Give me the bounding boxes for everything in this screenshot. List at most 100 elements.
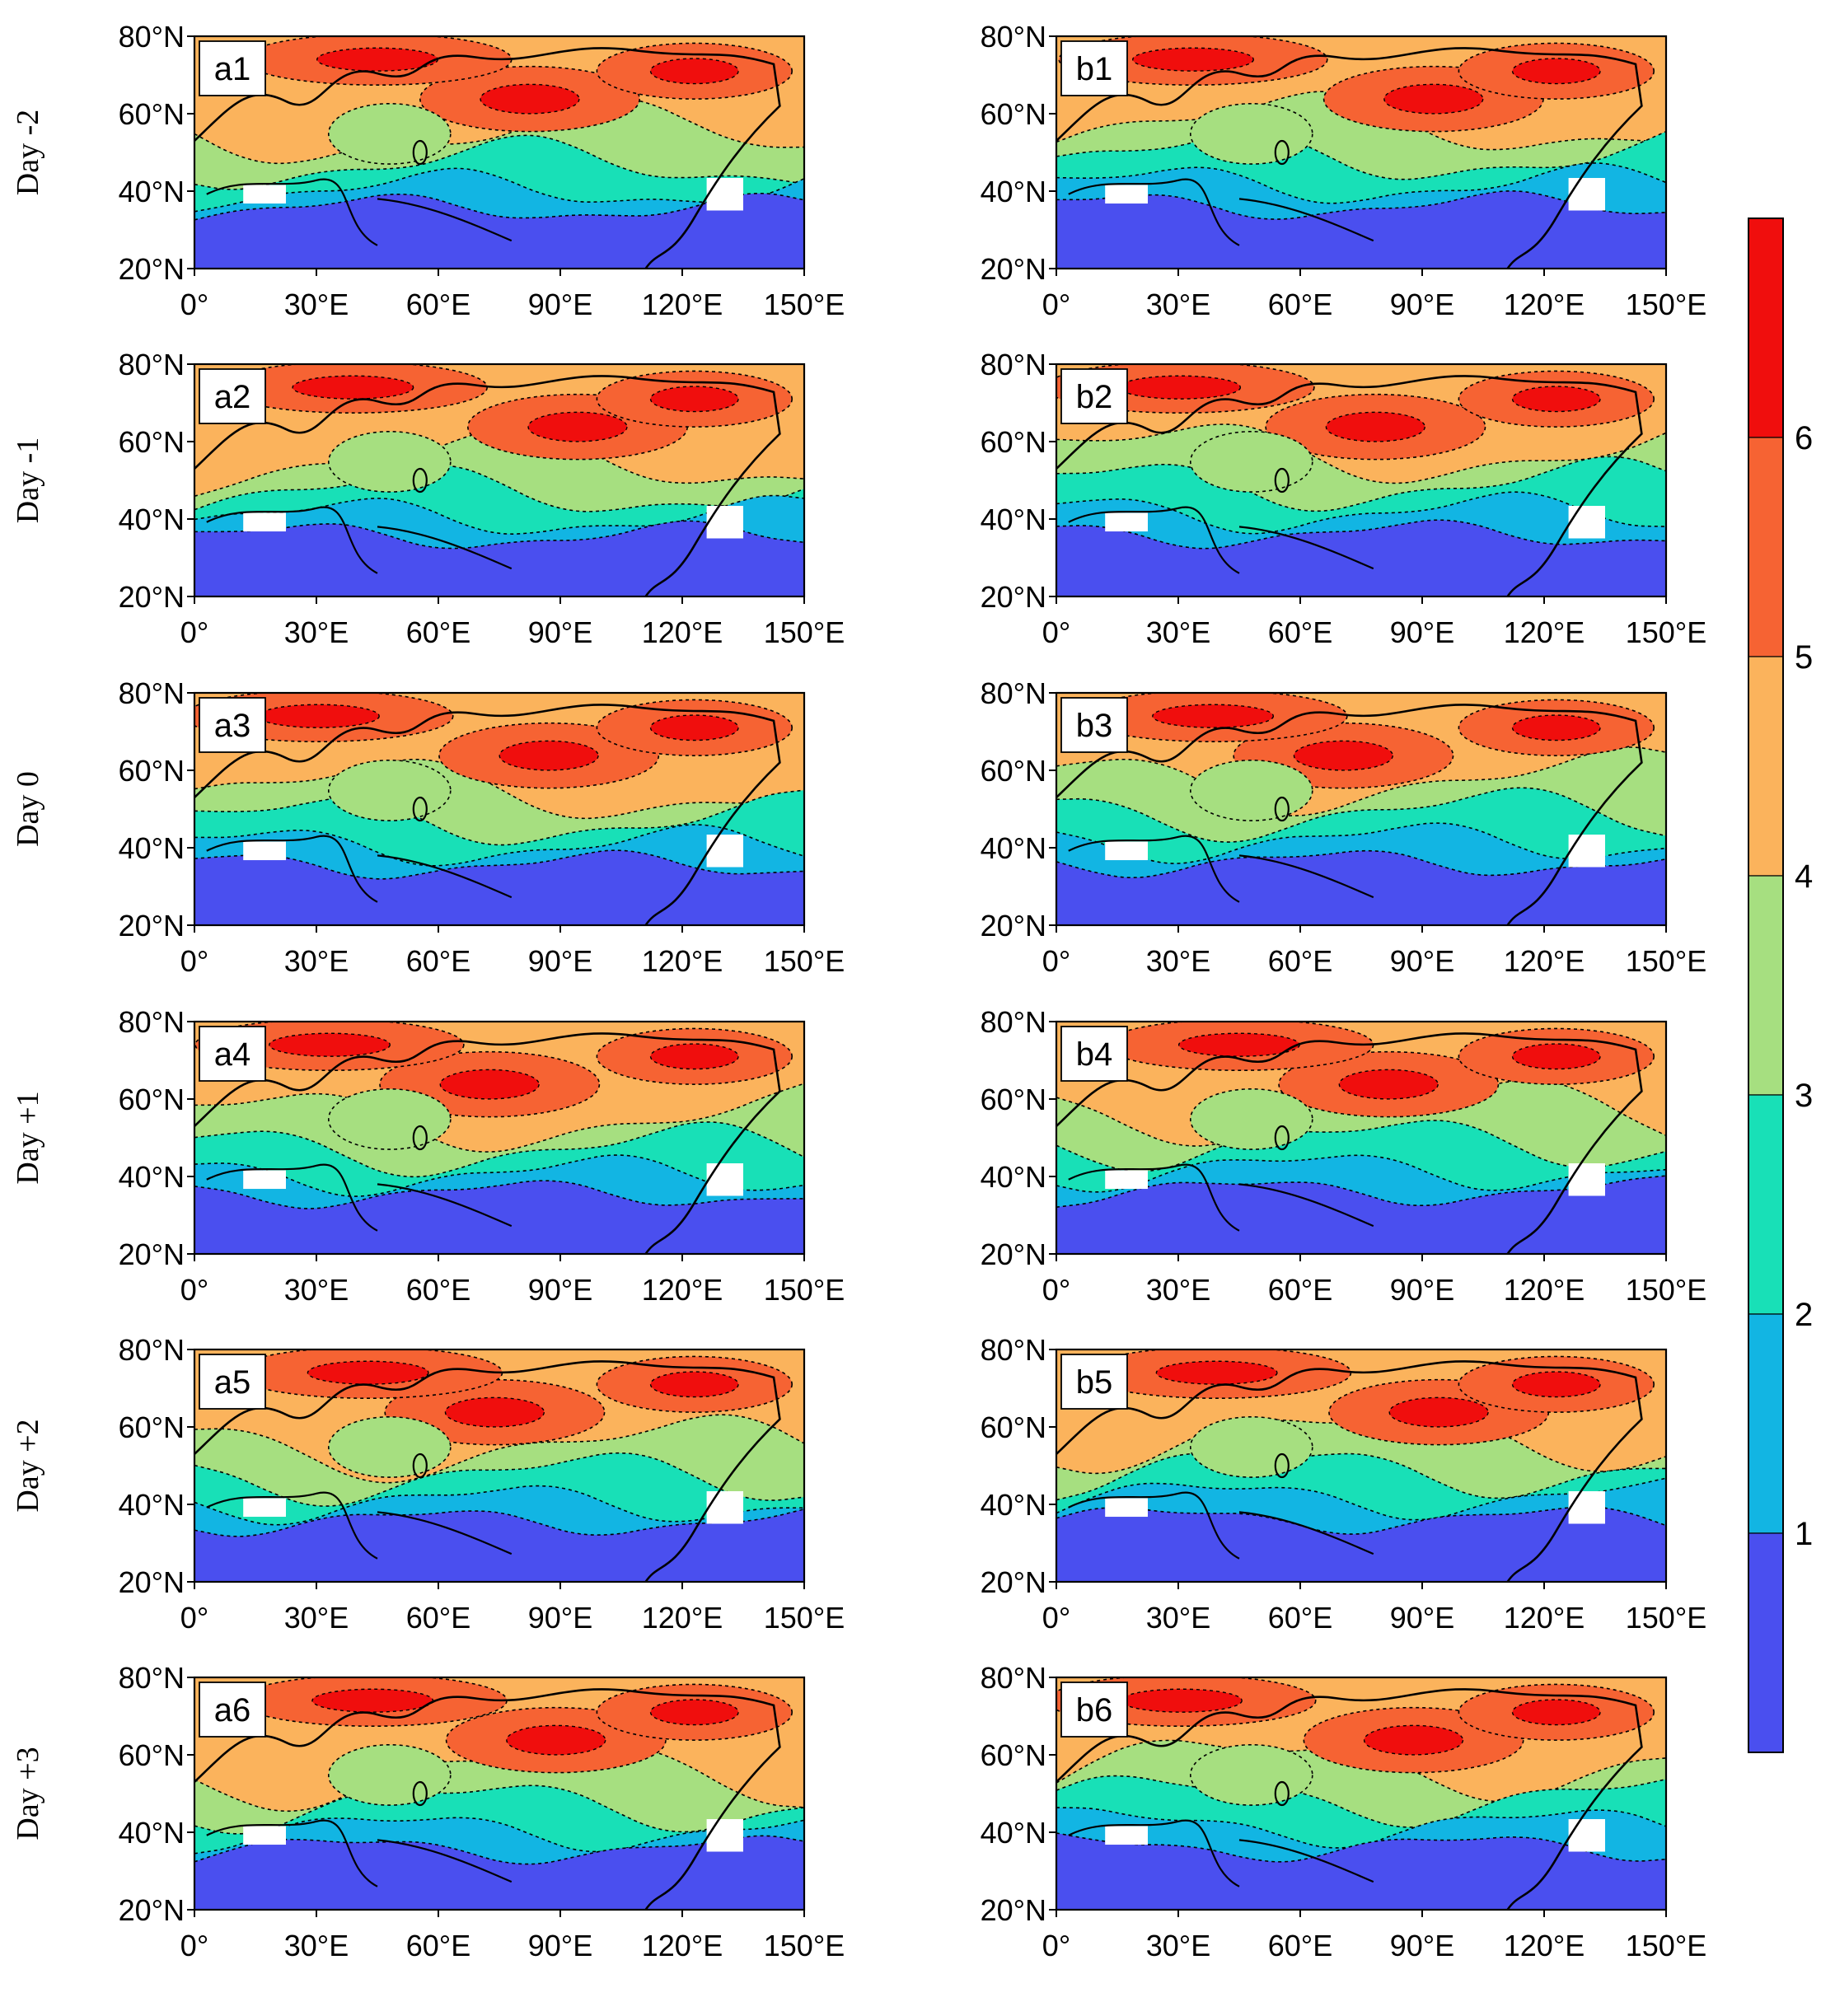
lon-tick-60e: 60°E xyxy=(406,288,470,321)
field-level-6-plus xyxy=(1325,411,1425,442)
field-level-6-plus xyxy=(1511,58,1601,85)
map-frame xyxy=(1055,1676,1668,1911)
field-level-0-1 xyxy=(194,1508,804,1582)
missing-data-patch xyxy=(706,1491,743,1524)
contour-line xyxy=(194,426,804,498)
map-panel-b3: 20°N 40°N 60°N 80°N 0° 30°E 60°E 90°E 120°E 150°E… xyxy=(981,676,1707,978)
field-level-3-4 xyxy=(328,1415,452,1478)
panel-label: a4 xyxy=(214,1036,251,1073)
lat-tick-20n: 20°N xyxy=(981,252,1046,286)
map-panel-b5: 20°N 40°N 60°N 80°N 0° 30°E 60°E 90°E 120°E 150°E… xyxy=(981,1333,1707,1635)
coastline xyxy=(1056,704,1643,925)
contour-line xyxy=(1056,787,1666,843)
panel-label-box: b3 xyxy=(1060,697,1128,753)
lon-tick-60e: 60°E xyxy=(1268,1929,1332,1962)
coastline xyxy=(206,835,513,903)
field-level-6-plus xyxy=(1511,1371,1601,1398)
panel-label: a3 xyxy=(214,708,251,744)
lat-tick-80n: 80°N xyxy=(119,20,185,54)
lon-tick-60e: 60°E xyxy=(406,944,470,978)
lat-tick-60n: 60°N xyxy=(981,1410,1046,1444)
lon-tick-90e: 90°E xyxy=(528,288,592,321)
map-panel-a5: 20°N 40°N 60°N 80°N 0° 30°E 60°E 90°E 120°E 150°E… xyxy=(119,1333,845,1635)
map-frame xyxy=(1055,363,1668,598)
field-level-0-1 xyxy=(1056,1832,1666,1910)
lat-tick-40n: 40°N xyxy=(119,503,185,536)
contour-line xyxy=(1056,849,1666,879)
contour-line xyxy=(1056,1807,1666,1849)
coastline xyxy=(206,1491,513,1560)
lat-tick-80n: 80°N xyxy=(119,1005,185,1039)
lat-tick-60n: 60°N xyxy=(119,425,185,459)
missing-data-patch xyxy=(243,512,286,532)
field-level-6-plus xyxy=(649,58,739,85)
lon-tick-0: 0° xyxy=(1042,1601,1070,1635)
field-level-3-4 xyxy=(1190,1088,1313,1150)
lon-tick-90e: 90°E xyxy=(528,1929,592,1962)
map-panel-a4: 20°N 40°N 60°N 80°N 0° 30°E 60°E 90°E 120°E 150°E… xyxy=(119,1005,845,1307)
lat-tick-60n: 60°N xyxy=(119,1083,185,1116)
contour-line xyxy=(194,465,804,512)
lon-tick-150e: 150°E xyxy=(1626,1929,1706,1962)
field-level-6-plus xyxy=(1152,704,1275,728)
contour-line xyxy=(1056,1120,1666,1172)
lon-tick-60e: 60°E xyxy=(406,1601,470,1635)
lat-tick-40n: 40°N xyxy=(981,1816,1046,1850)
contour-line xyxy=(194,1747,804,1813)
contour-line xyxy=(1056,1739,1666,1803)
lon-tick-60e: 60°E xyxy=(406,1929,470,1962)
map-frame xyxy=(193,691,806,927)
panel-label-box: b4 xyxy=(1060,1026,1128,1082)
missing-data-patch xyxy=(706,835,743,868)
caspian-sea-outline xyxy=(412,467,428,493)
lon-tick-150e: 150°E xyxy=(1626,615,1706,649)
coastline xyxy=(1056,375,1643,596)
field-level-6-plus xyxy=(257,704,380,728)
lat-tick-80n: 80°N xyxy=(981,348,1046,381)
panel-label-box: b2 xyxy=(1060,368,1128,424)
map-panel-a6: 20°N 40°N 60°N 80°N 0° 30°E 60°E 90°E 120°E 150°E… xyxy=(119,1661,845,1962)
lon-tick-0: 0° xyxy=(180,1601,208,1635)
caspian-sea-outline xyxy=(1274,1780,1290,1807)
caspian-sea-outline xyxy=(412,1780,428,1807)
panel-label: b4 xyxy=(1076,1036,1113,1073)
field-level-6-plus xyxy=(649,1371,739,1398)
contour-line xyxy=(1056,491,1666,535)
contour-line xyxy=(194,520,804,550)
map-frame xyxy=(1055,35,1668,270)
lat-tick-80n: 80°N xyxy=(981,20,1046,54)
coastline xyxy=(1056,47,1643,269)
coastline xyxy=(194,375,781,596)
lon-tick-120e: 120°E xyxy=(1504,1929,1585,1962)
lon-tick-0: 0° xyxy=(180,1929,208,1962)
lat-tick-40n: 40°N xyxy=(119,1816,185,1850)
lon-tick-150e: 150°E xyxy=(764,1929,845,1962)
lat-tick-60n: 60°N xyxy=(119,97,185,131)
contour-line xyxy=(194,1485,804,1526)
lat-tick-20n: 20°N xyxy=(119,1237,185,1271)
field-level-6-plus xyxy=(1511,386,1601,413)
caspian-sea-outline xyxy=(1274,1452,1290,1479)
panel-label-box: b6 xyxy=(1060,1682,1128,1738)
panel-label: b6 xyxy=(1076,1692,1113,1728)
panel-label: b3 xyxy=(1076,708,1113,744)
lat-tick-80n: 80°N xyxy=(119,348,185,381)
field-level-6-plus xyxy=(649,1043,739,1070)
lon-tick-60e: 60°E xyxy=(1268,1273,1332,1307)
coastline xyxy=(1056,1360,1643,1582)
missing-data-patch xyxy=(1105,1826,1148,1845)
contour-line xyxy=(1056,190,1666,220)
panel-label: b1 xyxy=(1076,51,1113,87)
lat-tick-60n: 60°N xyxy=(981,754,1046,788)
panel-label: a6 xyxy=(214,1692,251,1728)
lon-tick-120e: 120°E xyxy=(642,615,723,649)
lon-tick-150e: 150°E xyxy=(1626,288,1706,321)
map-frame xyxy=(1055,1348,1668,1583)
lat-tick-20n: 20°N xyxy=(981,1565,1046,1599)
coastline xyxy=(1056,1688,1643,1910)
lon-tick-30e: 30°E xyxy=(284,288,349,321)
contour-line xyxy=(194,494,804,535)
contour-line xyxy=(194,789,804,846)
field-level-6-plus xyxy=(506,1724,606,1756)
field-level-6-plus xyxy=(1511,1043,1601,1070)
